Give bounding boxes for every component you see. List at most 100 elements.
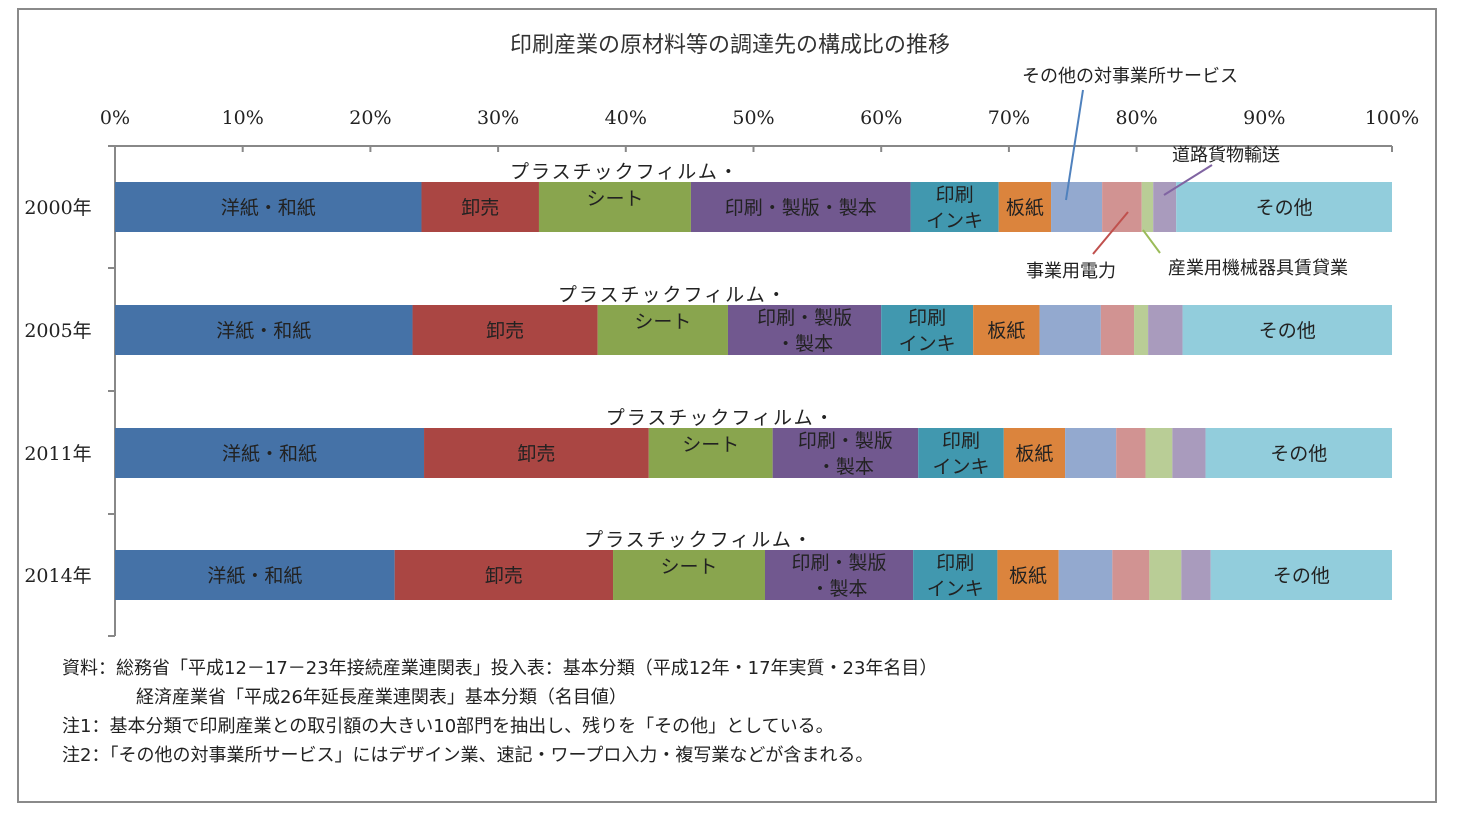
segment-label: 印刷・製版・製本 [725,197,877,219]
segment-label: 板紙 [1015,443,1053,465]
bar-segment [1100,305,1135,355]
callout-line-power [1092,211,1129,255]
bar-segment [1210,550,1392,600]
segment-label: 板紙 [987,320,1025,342]
segment-label: プラスチックフィルム・ [606,407,836,429]
x-tick-label: 50% [732,107,774,129]
note-2: 注2：「その他の対事業所サービス」にはデザイン業、速記・ワープロ入力・複写業など… [62,745,874,766]
bar-segment [115,305,413,355]
segment-label: ・製本 [817,456,874,478]
bar-segment [727,305,882,355]
segment-label: 印刷・製版 [798,430,893,452]
x-tick-label: 90% [1243,107,1285,129]
bar-segment [421,182,539,232]
bar-segment [881,305,974,355]
segment-label: インキ [933,456,990,478]
category-label: 2011年 [24,443,91,465]
callout-line-services [1065,89,1084,201]
category-label: 2014年 [24,565,91,587]
bar-segment [115,182,422,232]
segment-label: その他 [1270,443,1327,465]
segment-label: シート [682,434,739,456]
segment-label: 印刷・製版 [792,552,887,574]
x-tick-label: 30% [477,107,519,129]
bar-segment [1182,305,1392,355]
bar-segment [772,428,919,478]
category-label: 2005年 [24,320,91,342]
callout-label-road: 道路貨物輸送 [1172,145,1280,166]
bar-segment [424,428,649,478]
source-notes: 資料：総務省「平成12－17－23年接続産業連関表」投入表：基本分類（平成12年… [62,654,937,770]
segment-label: インキ [927,578,984,600]
bar-segment [1153,182,1177,232]
x-tick-label: 80% [1115,107,1157,129]
x-tick-label: 10% [222,107,264,129]
bar-segment [648,428,773,478]
bar-segment [1058,550,1113,600]
bar-segment [690,182,911,232]
bar-segment [1065,428,1117,478]
segment-label: インキ [899,333,956,355]
segment-label: 洋紙・和紙 [222,443,317,465]
bar-segment [613,550,765,600]
bar-segment [918,428,1004,478]
bar-segment [1116,428,1146,478]
bar-segment [1181,550,1211,600]
segment-label: ・製本 [776,333,833,355]
callout-label-rental: 産業用機械器具賃貸業 [1168,258,1348,279]
x-tick-label: 100% [1365,107,1419,129]
x-tick-label: 40% [605,107,647,129]
x-tick-label: 60% [860,107,902,129]
segment-label: 板紙 [1006,197,1044,219]
segment-label: 板紙 [1009,565,1047,587]
segment-label: シート [586,188,643,210]
segment-label: 印刷 [942,430,980,452]
x-tick-label: 70% [988,107,1030,129]
bar-segment [1003,428,1066,478]
bar-segment [910,182,999,232]
segment-label: 卸売 [486,320,524,342]
segment-label: プラスチックフィルム・ [510,161,740,183]
bar-segment [1205,428,1392,478]
callout-line-rental [1142,229,1161,254]
bar-segment [1051,182,1103,232]
segment-label: 卸売 [517,443,555,465]
chart-title: 印刷産業の原材料等の調達先の構成比の推移 [510,33,950,58]
bar-segment [1039,305,1101,355]
bar-segment [764,550,914,600]
segment-label: 印刷 [908,307,946,329]
bar-segment [1172,428,1206,478]
bar-segment [997,550,1059,600]
segment-label: シート [661,556,718,578]
segment-label: プラスチックフィルム・ [558,284,788,306]
bar-segment [538,182,691,232]
segment-label: その他 [1273,565,1330,587]
bar-segment [973,305,1040,355]
callout-label-services: その他の対事業所サービス [1022,66,1238,87]
bar-segment [1148,305,1183,355]
bar-segment [115,428,425,478]
segment-label: ・製本 [811,578,868,600]
segment-label: 卸売 [461,197,499,219]
bar-segment [1145,428,1173,478]
segment-label: その他 [1259,320,1316,342]
x-tick-label: 20% [349,107,391,129]
segment-label: シート [634,311,691,333]
bar-segment [394,550,614,600]
chart-frame [17,8,1437,803]
segment-label: 印刷 [936,552,974,574]
segment-label: 洋紙・和紙 [216,320,311,342]
segment-label: 洋紙・和紙 [207,565,302,587]
segment-label: プラスチックフィルム・ [584,529,814,551]
bar-segment [1141,182,1154,232]
segment-label: 印刷・製版 [757,307,852,329]
note-source-2: 経済産業省「平成26年延長産業連関表」基本分類（名目値） [136,687,627,708]
bar-segment [1134,305,1149,355]
note-1: 注1：基本分類で印刷産業との取引額の大きい10部門を抽出し、残りを「その他」とし… [62,716,834,737]
bar-segment [1102,182,1142,232]
bar-segment [412,305,598,355]
bar-segment [1176,182,1392,232]
bar-segment [998,182,1052,232]
bar-segment [115,550,395,600]
